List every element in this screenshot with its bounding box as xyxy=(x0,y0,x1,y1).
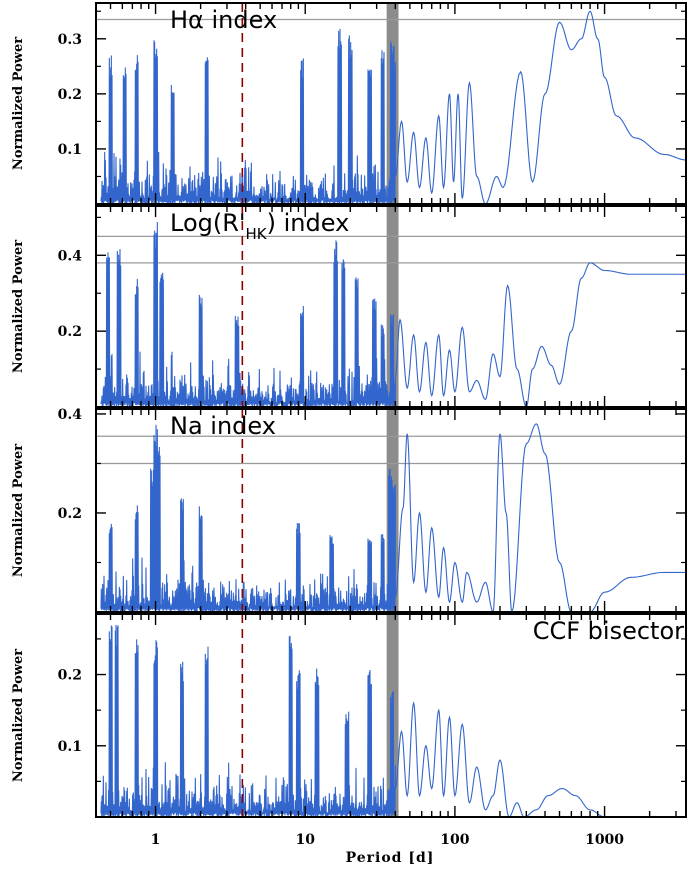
x-tick-label: 1000 xyxy=(585,832,624,848)
x-tick-label: 10 xyxy=(295,832,315,848)
y-axis-label: Normalized Power xyxy=(11,240,26,373)
panel-title-tail: ) index xyxy=(267,209,350,237)
y-axis-label: Normalized Power xyxy=(11,37,26,170)
panel-3: 0.2 0.4 Normalized Power Na index xyxy=(11,407,687,613)
panel-title-main: CCF bisector xyxy=(533,617,684,645)
panel-frame xyxy=(95,205,687,408)
panel-frame xyxy=(95,408,687,613)
x-axis-label: Period [d] xyxy=(346,850,435,866)
y-axis-label: Normalized Power xyxy=(11,444,26,577)
panel-title: Log(R'HK) index xyxy=(170,209,349,243)
panel-4: 0.1 0.2 Normalized Power CCF bisector xyxy=(11,613,687,818)
panel-frame xyxy=(95,613,687,818)
x-tick-label: 100 xyxy=(440,832,469,848)
y-tick-label: 0.2 xyxy=(58,506,82,522)
panel-title: Na index xyxy=(170,412,276,440)
panel-frame xyxy=(95,2,687,205)
panels-group: 0.1 0.2 0.3 Normalized Power Hα index 0.2 0.4 N… xyxy=(11,2,687,818)
panel-1: 0.1 0.2 0.3 Normalized Power Hα index xyxy=(11,2,687,205)
panel-2: 0.2 0.4 Normalized Power Log(R'HK) index xyxy=(11,205,687,408)
x-tick-label: 1 xyxy=(151,832,161,848)
y-tick-label: 0.3 xyxy=(58,32,82,48)
highlight-band xyxy=(386,206,399,407)
y-tick-label: 0.1 xyxy=(58,739,82,755)
y-axis-label: Normalized Power xyxy=(11,649,26,782)
panel-title: CCF bisector xyxy=(533,617,684,645)
y-tick-label: 0.2 xyxy=(58,668,82,684)
panel-title-main: Hα index xyxy=(170,6,277,34)
panel-title-main: Log(R' xyxy=(170,209,246,237)
y-tick-label: 0.4 xyxy=(58,248,83,264)
y-tick-label: 0.2 xyxy=(58,87,82,103)
x-axis: 1 10 100 1000 xyxy=(151,832,625,848)
panel-title: Hα index xyxy=(170,6,277,34)
panel-title-main: Na index xyxy=(170,412,276,440)
panel-title-subscript: HK xyxy=(246,225,268,243)
periodogram-series xyxy=(100,624,686,817)
y-tick-label: 0.1 xyxy=(58,142,82,158)
y-tick-label: 0.2 xyxy=(58,324,82,340)
y-tick-label: 0.4 xyxy=(58,407,83,423)
